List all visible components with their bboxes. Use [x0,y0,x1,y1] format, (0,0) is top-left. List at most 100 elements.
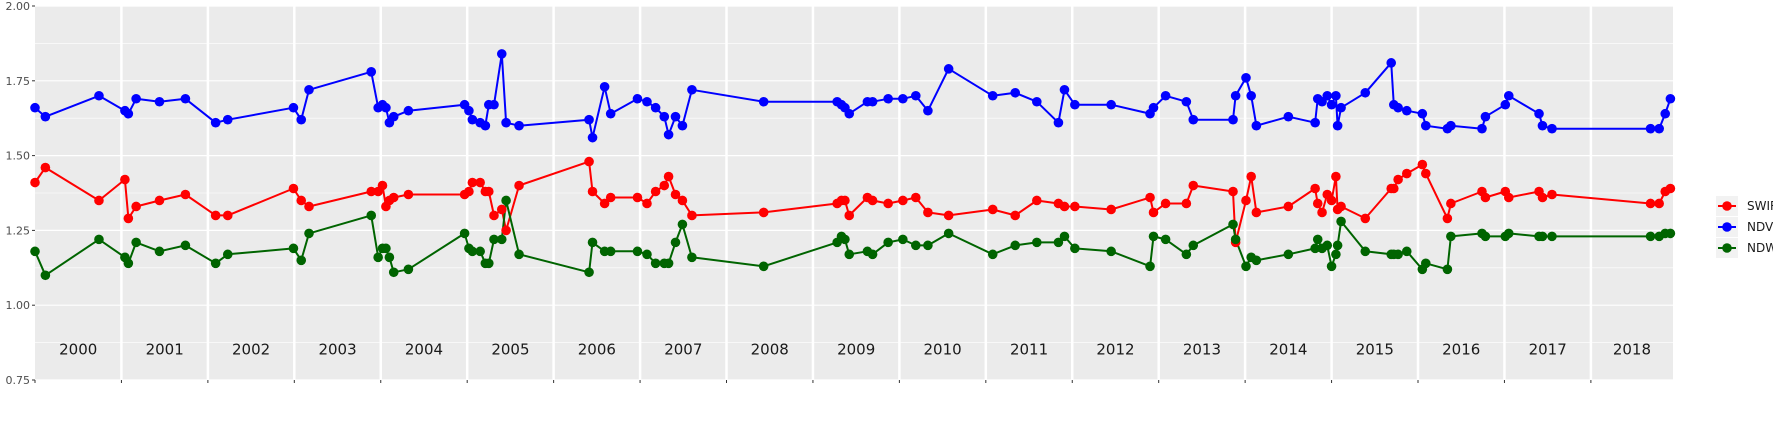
data-point-ndwi [1181,249,1192,260]
data-point-ndwi [1188,240,1199,251]
data-point-ndwi [1283,249,1294,260]
data-point-ndvi [923,105,933,116]
data-point-ndvi [1332,120,1343,131]
legend-key-point [1722,222,1732,232]
data-point-ndvi [1160,90,1171,101]
data-point-ndwi [663,258,674,269]
data-point-ndvi [584,114,594,125]
data-point-swir [1665,183,1676,194]
data-point-swir [1326,195,1337,206]
y-tick-label: 0.75 [6,374,31,387]
data-point-swir [1645,198,1656,209]
data-point-swir [403,189,414,200]
data-point-ndwi [40,270,51,281]
data-point-ndwi [898,234,908,245]
y-tick-label: 1.75 [6,75,31,88]
data-point-ndvi [677,120,688,131]
data-point-swir [987,204,998,215]
data-point-swir [377,180,388,191]
data-point-swir [1547,189,1557,200]
data-point-ndvi [1283,111,1294,122]
data-point-ndvi [496,49,507,59]
data-point-ndwi [1070,243,1080,254]
data-point-ndwi [867,249,878,260]
data-point-ndwi [180,240,191,251]
data-point-ndwi [605,246,616,257]
data-point-swir [366,186,377,197]
data-point-ndvi [1401,105,1412,116]
data-point-swir [180,189,191,200]
data-point-ndvi [1417,108,1428,119]
data-point-ndvi [1393,102,1403,113]
data-point-ndvi [1230,90,1241,101]
data-point-swir [1032,195,1042,206]
data-point-ndvi [210,117,221,128]
data-point-swir [670,189,681,200]
series-layer [30,49,1676,281]
data-point-swir [911,192,921,203]
data-point-ndwi [1310,243,1320,254]
data-point-ndvi [501,117,511,128]
data-point-ndwi [1547,231,1557,242]
data-point-ndwi [1322,240,1333,251]
data-point-ndvi [687,84,697,95]
data-point-ndvi [1534,108,1544,119]
data-point-ndvi [480,120,491,131]
data-point-ndvi [987,90,998,101]
year-label: 2006 [578,341,616,359]
data-point-swir [489,210,499,221]
data-point-swir [1145,192,1155,203]
data-point-swir [1106,204,1116,215]
data-point-ndwi [677,219,688,230]
data-point-swir [1331,171,1341,182]
data-point-ndwi [483,258,494,269]
data-point-swir [496,204,507,215]
data-point-ndwi [1326,261,1337,272]
data-point-ndwi [403,264,414,275]
data-point-ndwi [1148,231,1159,242]
data-point-ndvi [1645,123,1656,134]
data-point-ndvi [1480,111,1491,122]
year-label: 2002 [232,341,270,359]
data-point-swir [222,210,233,221]
data-point-ndwi [1106,246,1116,257]
data-point-ndwi [670,237,681,248]
data-point-swir [883,198,893,209]
data-point-ndvi [467,114,478,125]
data-point-ndwi [131,237,141,248]
data-point-ndvi [288,102,299,113]
data-point-ndwi [1360,246,1371,257]
data-point-swir [296,195,307,206]
data-point-ndvi [587,132,598,143]
data-point-swir [898,195,908,206]
year-label: 2003 [318,341,356,359]
year-label: 2011 [1010,341,1048,359]
data-point-ndvi [381,102,391,113]
data-point-swir [840,195,850,206]
data-point-ndwi [475,246,485,257]
data-point-swir [40,162,51,173]
data-point-ndvi [844,108,855,119]
year-label: 2005 [491,341,529,359]
data-point-ndwi [304,228,314,239]
data-point-ndvi [154,96,165,107]
data-point-ndwi [1442,264,1453,275]
data-point-ndvi [642,96,652,107]
data-point-ndvi [1246,90,1256,101]
data-point-ndvi [222,114,233,125]
data-point-ndwi [1336,216,1346,227]
data-point-ndwi [154,246,165,257]
data-point-ndvi [650,102,661,113]
data-point-swir [687,210,697,221]
data-point-swir [642,198,652,209]
data-point-ndwi [1446,231,1456,242]
data-point-ndwi [1160,234,1171,245]
data-point-ndvi [659,111,670,122]
data-point-swir [483,186,494,197]
data-point-ndvi [1386,58,1397,68]
data-point-swir [1246,171,1256,182]
data-point-ndwi [489,234,499,245]
data-point-ndwi [1010,240,1021,251]
data-point-swir [584,156,594,167]
data-point-ndvi [605,108,616,119]
